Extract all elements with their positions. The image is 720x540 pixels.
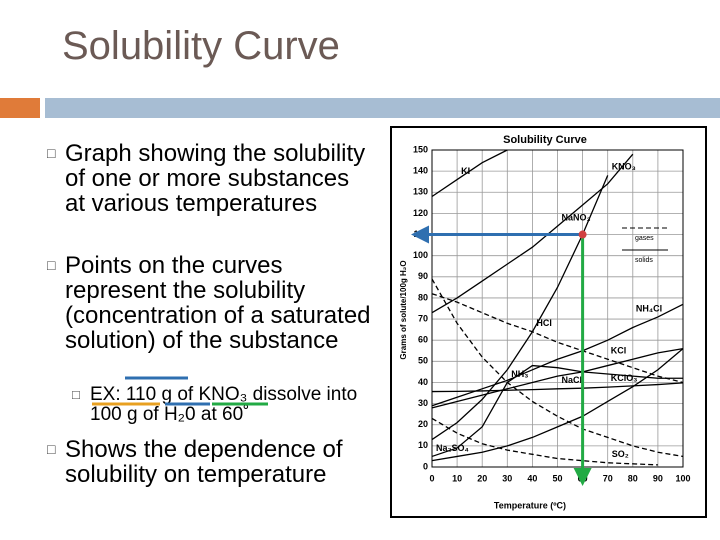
curve-label: KClO₃ — [611, 373, 638, 383]
y-tick-label: 30 — [418, 398, 428, 408]
y-tick-label: 80 — [418, 292, 428, 302]
bullet: Graph showing the solubility of one or m… — [47, 141, 375, 216]
highlight-point — [578, 230, 587, 239]
curve-label: Na₂SO₄ — [436, 443, 469, 453]
accent-bar — [45, 98, 720, 118]
y-tick-label: 100 — [413, 250, 428, 260]
curve-label: HCl — [536, 318, 552, 328]
accent-square — [0, 98, 40, 118]
y-tick-label: 150 — [413, 144, 428, 154]
curve — [431, 153, 634, 314]
curve — [431, 175, 609, 441]
curve-label: KNO₃ — [612, 162, 636, 172]
y-axis-label: Grams of solute/100g H₂O — [399, 260, 408, 359]
legend-label: gases — [635, 235, 654, 242]
curve — [431, 348, 684, 409]
curve — [431, 417, 658, 466]
x-tick-label: 20 — [477, 473, 487, 483]
y-tick-label: 60 — [418, 335, 428, 345]
curve-label: SO₂ — [612, 449, 629, 459]
y-tick-label: 90 — [418, 271, 428, 281]
x-tick-label: 90 — [653, 473, 663, 483]
bullet: Points on the curves represent the solub… — [47, 253, 375, 353]
x-axis-label: Temperature (ºC) — [494, 500, 566, 510]
curve-label: KI — [461, 166, 470, 176]
legend-label: solids — [635, 257, 653, 264]
y-tick-label: 20 — [418, 419, 428, 429]
curve — [431, 348, 684, 462]
y-tick-label: 50 — [418, 356, 428, 366]
x-tick-label: 100 — [675, 473, 690, 483]
x-tick-label: 80 — [628, 473, 638, 483]
curve — [431, 364, 683, 458]
x-tick-label: 0 — [429, 473, 434, 483]
x-tick-label: 30 — [502, 473, 512, 483]
y-tick-label: 130 — [413, 187, 428, 197]
y-tick-label: 120 — [413, 208, 428, 218]
sub-bullet: EX: 110 g of KNO₃ dissolve into 100 g of… — [72, 385, 380, 425]
curve — [431, 293, 684, 384]
x-tick-label: 10 — [452, 473, 462, 483]
slide-title: Solubility Curve — [62, 24, 340, 68]
curve-label: KCl — [611, 346, 627, 356]
bullet: Shows the dependence of solubility on te… — [47, 437, 375, 487]
x-tick-label: 50 — [552, 473, 562, 483]
y-tick-label: 40 — [418, 377, 428, 387]
y-tick-label: 0 — [423, 461, 428, 471]
y-tick-label: 140 — [413, 166, 428, 176]
y-tick-label: 70 — [418, 313, 428, 323]
curve — [431, 149, 508, 198]
x-tick-label: 70 — [603, 473, 613, 483]
curve-label: NaCl — [562, 375, 583, 385]
y-tick-label: 10 — [418, 440, 428, 450]
plot-border — [431, 149, 684, 468]
curve-label: NH₄Cl — [636, 303, 662, 313]
x-tick-label: 40 — [527, 473, 537, 483]
curve-label: NaNO₃ — [562, 212, 591, 222]
curve — [431, 382, 684, 393]
chart-title: Solubility Curve — [503, 134, 587, 146]
